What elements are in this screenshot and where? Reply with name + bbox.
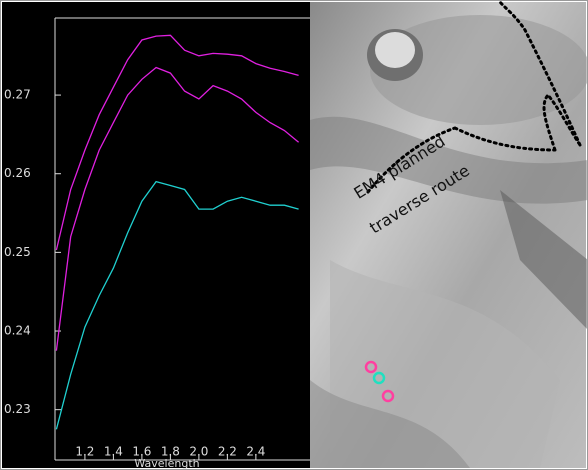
mesa-top [375,32,415,68]
y-tick-label: 0.23 [4,402,31,416]
y-tick-label: 0.25 [4,245,31,259]
y-tick-label: 0.27 [4,88,31,102]
screenshot: EM4 planned traverse route Wavelength 0.… [0,0,588,470]
y-tick-label: 0.24 [4,324,31,338]
x-axis-label: Wavelength [134,457,199,470]
mars-image: EM4 planned traverse route [310,2,588,468]
plot-panel [2,2,310,468]
y-tick-label: 0.26 [4,166,31,180]
